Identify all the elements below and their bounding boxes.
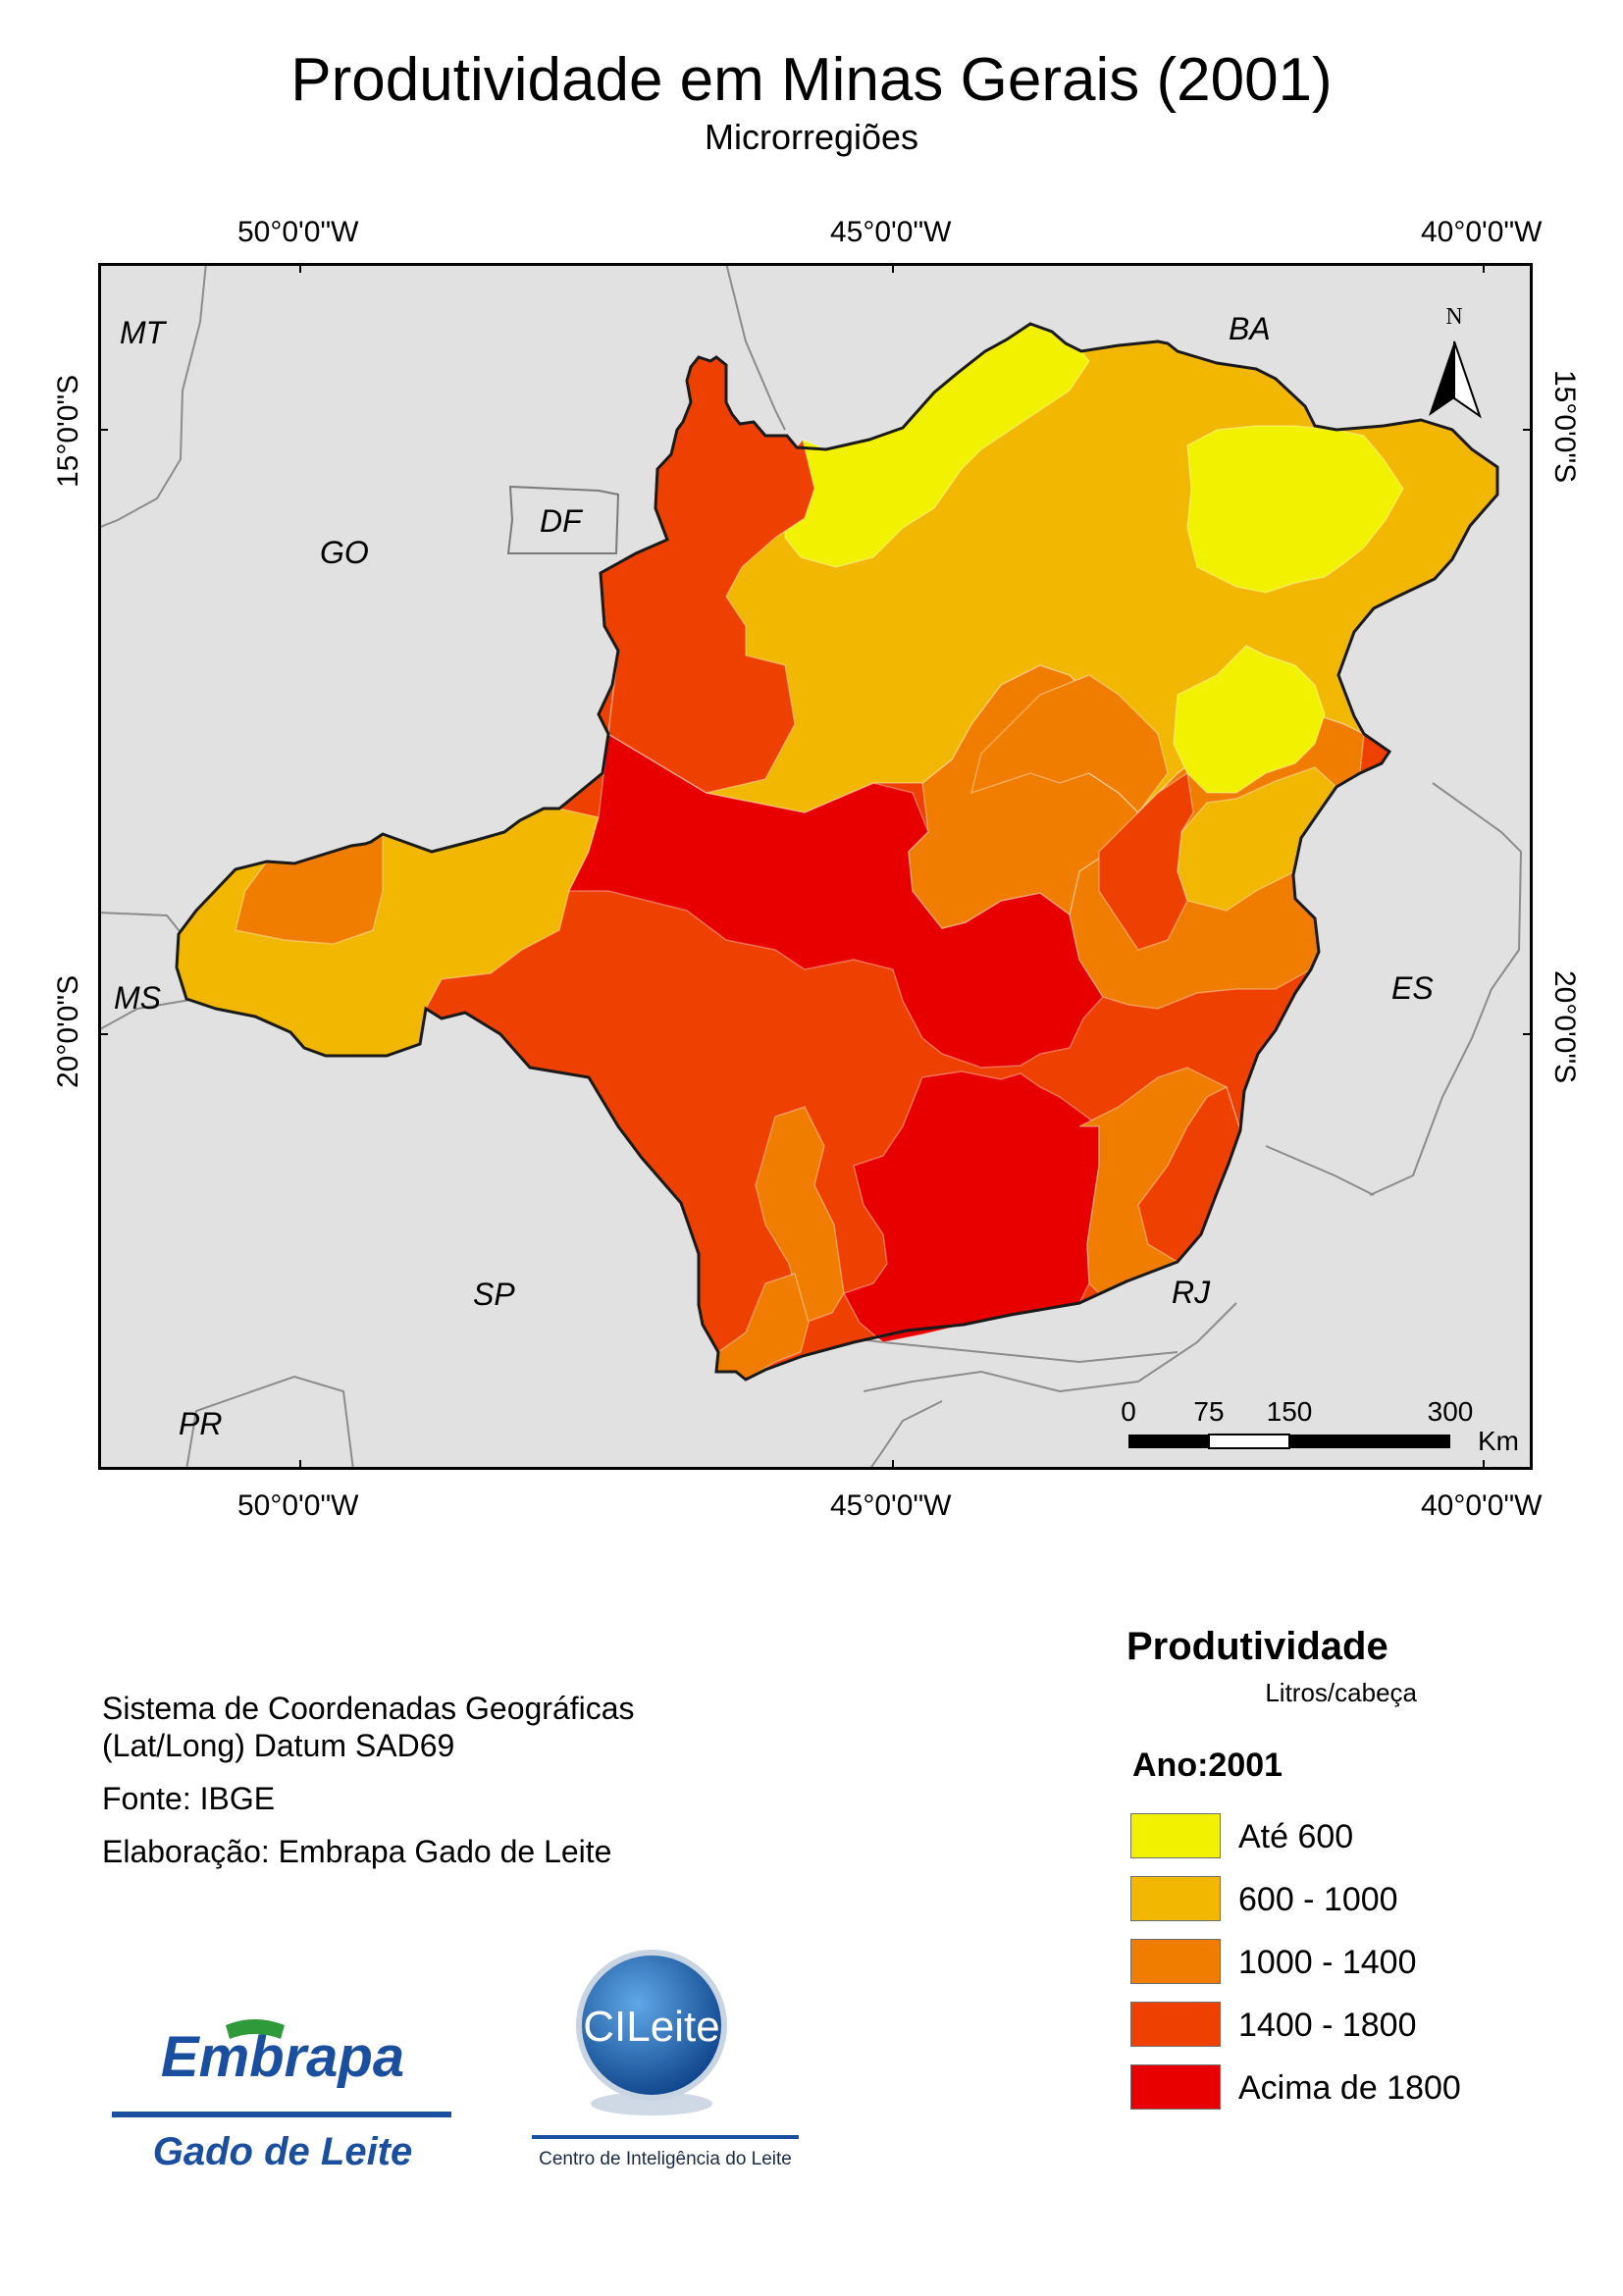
- df-outline: [506, 485, 620, 554]
- state-label-ms: MS: [114, 980, 161, 1016]
- longitude-label-top-50w: 50°0'0"W: [237, 216, 359, 248]
- state-label-go: GO: [320, 535, 369, 570]
- region-class-ate-600-centro-leste: [1173, 645, 1326, 794]
- border-rj-es: [1265, 1145, 1375, 1196]
- legend-label: 600 - 1000: [1238, 1881, 1398, 1918]
- scale-unit: Km: [1478, 1426, 1519, 1456]
- north-arrow-icon: N: [1429, 304, 1482, 419]
- state-label-mt: MT: [120, 315, 168, 350]
- legend-swatch: [1130, 1939, 1221, 1984]
- legend-swatch: [1130, 1876, 1221, 1921]
- scale-tick-150: 150: [1267, 1396, 1313, 1427]
- state-label-rj: RJ: [1172, 1275, 1211, 1310]
- embrapa-logo: Embrapa Gado de Leite: [112, 2019, 451, 2173]
- coastline-sp: [868, 1400, 943, 1470]
- cileite-divider: [532, 2135, 799, 2139]
- map-title: Produtividade em Minas Gerais (2001): [290, 46, 1333, 114]
- map-border: [98, 263, 1533, 1470]
- author-text: Elaboração: Embrapa Gado de Leite: [102, 1834, 612, 1869]
- cileite-wordmark: CILeite: [583, 2003, 719, 2051]
- legend-swatch: [1130, 2064, 1221, 2110]
- state-label-es: ES: [1391, 970, 1434, 1006]
- latitude-label-left-20s: 20°0'0"S: [52, 974, 84, 1088]
- border-mt-go: [98, 263, 207, 529]
- scale-tick-300: 300: [1428, 1396, 1474, 1427]
- latitude-label-right-15s: 15°0'0"S: [1548, 370, 1581, 484]
- longitude-label-top-45w: 45°0'0"W: [830, 216, 952, 248]
- scale-tick-0: 0: [1121, 1396, 1136, 1427]
- border-go-ba: [725, 263, 786, 431]
- state-label-ba: BA: [1229, 311, 1271, 346]
- coordinate-system-line2: (Lat/Long) Datum SAD69: [102, 1728, 455, 1763]
- legend-label: Acima de 1800: [1238, 2069, 1461, 2107]
- legend-item-1400-1800: 1400 - 1800: [1130, 2002, 1562, 2053]
- cileite-logo: CILeite Centro de Inteligência do Leite: [532, 1950, 799, 2169]
- map-subtitle: Microrregiões: [704, 117, 919, 157]
- region-class-acima-1800-centro: [567, 732, 1104, 1069]
- region-class-1400-1800-leste-interno: [1098, 771, 1194, 951]
- legend-year: Ano:2001: [1132, 1747, 1283, 1784]
- latitude-label-left-15s: 15°0'0"S: [52, 374, 84, 488]
- scale-bar: 0 75 150 300 Km: [1121, 1396, 1519, 1456]
- border-es-coast: [1369, 782, 1523, 1196]
- region-class-1000-1400-sudoeste: [755, 1106, 845, 1324]
- coordinate-system-line1: Sistema de Coordenadas Geográficas: [102, 1691, 635, 1726]
- state-label-sp: SP: [473, 1277, 515, 1312]
- cileite-globe-icon: [576, 1950, 727, 2101]
- legend-unit: Litros/cabeça: [1265, 1678, 1417, 1707]
- legend-item-600-1000: 600 - 1000: [1130, 1876, 1562, 1927]
- longitude-label-bottom-40w: 40°0'0"W: [1421, 1489, 1543, 1522]
- longitude-label-bottom-45w: 45°0'0"W: [830, 1489, 952, 1522]
- coastline-rj-sp: [863, 1302, 1237, 1393]
- scale-tick-75: 75: [1193, 1396, 1224, 1427]
- legend-swatch: [1130, 2002, 1221, 2047]
- legend-item-acima-1800: Acima de 1800: [1130, 2064, 1562, 2115]
- legend-label: 1400 - 1800: [1238, 2007, 1417, 2044]
- minas-gerais-outline: [175, 322, 1499, 1382]
- legend-label: Até 600: [1238, 1818, 1354, 1855]
- cileite-caption: Centro de Inteligência do Leite: [539, 2149, 792, 2169]
- north-label: N: [1445, 304, 1462, 330]
- latitude-label-right-20s: 20°0'0"S: [1548, 970, 1581, 1084]
- map-frame: MT BA GO DF MS ES SP RJ PR N 0 75 150 30…: [98, 263, 1533, 1470]
- legend-item-ate-600: Até 600: [1130, 1813, 1562, 1864]
- state-label-pr: PR: [179, 1406, 222, 1441]
- embrapa-wordmark: Embrapa: [161, 2025, 404, 2089]
- longitude-label-bottom-50w: 50°0'0"W: [237, 1489, 359, 1522]
- state-label-df: DF: [540, 503, 584, 539]
- legend-label: 1000 - 1400: [1238, 1944, 1417, 1981]
- minas-gerais-regions: [176, 323, 1498, 1381]
- embrapa-subtitle: Gado de Leite: [153, 2130, 413, 2173]
- region-class-ate-600-norte-leste: [1186, 425, 1404, 594]
- border-sp-pr: [185, 1375, 354, 1470]
- legend-swatch: [1130, 1813, 1221, 1858]
- cileite-shadow: [591, 2092, 712, 2115]
- embrapa-leaf-icon: [226, 2019, 285, 2039]
- source-text: Fonte: IBGE: [102, 1781, 276, 1816]
- region-class-1000-1400-jequitinhonha: [969, 674, 1169, 814]
- legend-title: Produtividade: [1126, 1625, 1388, 1668]
- map-info: Sistema de Coordenadas Geográficas (Lat/…: [102, 1690, 635, 1870]
- legend-item-1000-1400: 1000 - 1400: [1130, 1939, 1562, 1990]
- longitude-label-top-40w: 40°0'0"W: [1421, 216, 1543, 248]
- embrapa-divider: [112, 2112, 451, 2117]
